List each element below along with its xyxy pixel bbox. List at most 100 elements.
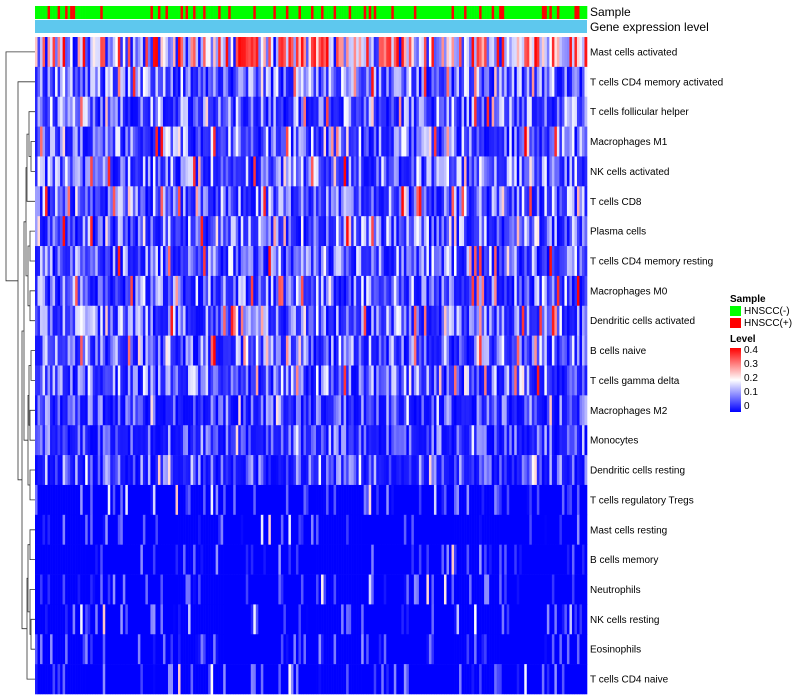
heatmap-cell [305, 544, 309, 575]
heatmap-cell [506, 156, 510, 187]
heatmap-cell [529, 574, 533, 605]
heatmap-cell [338, 246, 342, 277]
sample-cell [524, 6, 528, 19]
heatmap-cell [456, 96, 460, 127]
heatmap-cell [70, 514, 73, 545]
heatmap-cell [283, 335, 287, 366]
heatmap-cell [295, 604, 299, 635]
heatmap-cell [188, 664, 191, 695]
heatmap-cell [531, 455, 535, 486]
heatmap-cell [378, 604, 382, 635]
heatmap-cell [120, 634, 124, 665]
sample-cell [544, 6, 548, 19]
heatmap-cell [486, 216, 490, 247]
heatmap-cell [521, 66, 525, 98]
heatmap-cell [521, 365, 525, 396]
heatmap-cell [366, 335, 370, 366]
heatmap-cell [157, 484, 161, 516]
sample-cell [193, 6, 196, 19]
heatmap-cell [180, 156, 184, 187]
heatmap-cell [162, 455, 166, 486]
heatmap-cell [167, 365, 171, 396]
heatmap-cell [546, 365, 550, 396]
heatmap-cell [396, 395, 400, 426]
heatmap-cell [433, 574, 437, 605]
heatmap-cell [454, 66, 457, 98]
heatmap-cell [140, 96, 144, 127]
heatmap-cell [436, 37, 440, 68]
heatmap-cell [208, 246, 211, 277]
heatmap-cell [323, 484, 327, 516]
heatmap-cell [378, 156, 382, 187]
heatmap-cell [471, 574, 475, 605]
heatmap-cell [381, 634, 385, 665]
heatmap-cell [170, 246, 174, 277]
heatmap-cell [152, 425, 156, 456]
heatmap-cell [65, 574, 68, 605]
heatmap-cell [418, 455, 422, 486]
heatmap-cell [90, 186, 94, 217]
heatmap-cell [408, 216, 412, 247]
heatmap-cell [351, 186, 354, 217]
heatmap-cell [576, 305, 580, 336]
heatmap-cell [67, 126, 71, 157]
heatmap-cell [250, 66, 254, 98]
heatmap-cell [353, 37, 357, 68]
heatmap-cell [579, 335, 583, 366]
heatmap-cell [348, 66, 352, 98]
heatmap-cell [526, 305, 530, 336]
heatmap-cell [431, 186, 435, 217]
heatmap-cell [413, 395, 417, 426]
heatmap-cell [376, 96, 380, 127]
heatmap-cell [576, 216, 580, 247]
heatmap-cell [62, 544, 66, 575]
heatmap-cell [486, 425, 490, 456]
heatmap-cell [278, 216, 282, 247]
heatmap-cell [569, 395, 573, 426]
heatmap-cell [441, 246, 445, 277]
sample-cell [321, 6, 324, 19]
heatmap-cell [316, 186, 319, 217]
heatmap-cell [238, 634, 242, 665]
heatmap-cell [37, 156, 41, 187]
heatmap-cell [273, 126, 277, 157]
heatmap-cell [331, 484, 334, 516]
heatmap-cell [220, 365, 224, 396]
heatmap-cell [218, 574, 221, 605]
heatmap-cell [160, 544, 164, 575]
heatmap-cell [135, 216, 139, 247]
heatmap-cell [65, 425, 68, 456]
heatmap-cell [40, 425, 43, 456]
heatmap-cell [87, 126, 91, 157]
heatmap-cell [155, 96, 159, 127]
heatmap-cell [230, 246, 234, 277]
heatmap-cell [157, 664, 161, 695]
heatmap-cell [506, 604, 510, 635]
heatmap-cell [373, 574, 377, 605]
heatmap-cell [496, 126, 500, 157]
heatmap-cell [268, 425, 272, 456]
heatmap-cell [215, 335, 219, 366]
heatmap-cell [336, 395, 339, 426]
heatmap-cell [564, 484, 568, 516]
heatmap-cell [278, 365, 282, 396]
heatmap-cell [210, 335, 214, 366]
heatmap-cell [469, 275, 472, 307]
heatmap-cell [122, 246, 126, 277]
heatmap-cell [494, 395, 497, 426]
heatmap-cell [215, 484, 219, 516]
heatmap-cell [454, 634, 457, 665]
heatmap-cell [396, 455, 400, 486]
heatmap-cell [431, 37, 435, 68]
heatmap-cell [426, 335, 430, 366]
heatmap-cell [368, 574, 372, 605]
heatmap-cell [308, 246, 312, 277]
heatmap-cell [504, 574, 508, 605]
heatmap-cell [157, 395, 161, 426]
sample-cell [130, 6, 134, 19]
heatmap-cell [371, 275, 375, 307]
heatmap-cell [160, 365, 164, 396]
heatmap-cell [77, 365, 81, 396]
heatmap-cell [316, 634, 319, 665]
heatmap-cell [333, 216, 337, 247]
